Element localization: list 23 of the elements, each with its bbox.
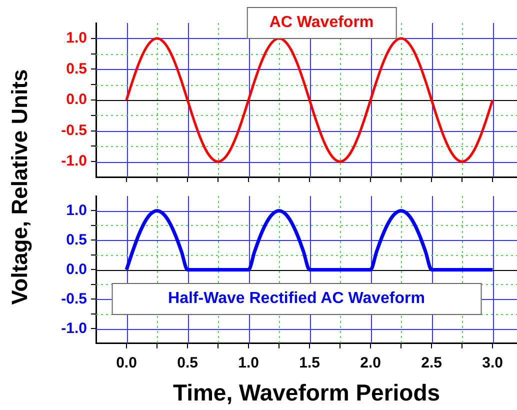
x-tick-label: 1.0 bbox=[238, 354, 259, 372]
y-tick-label: 1.0 bbox=[66, 30, 87, 47]
x-tick-label: 3.0 bbox=[482, 354, 504, 372]
y-tick-label: -1.0 bbox=[61, 320, 87, 337]
y-tick-label: 0.0 bbox=[66, 91, 87, 108]
y-tick-label: -1.0 bbox=[61, 152, 87, 170]
x-tick-label: 2.5 bbox=[421, 354, 442, 372]
title-box: Half-Wave Rectified AC Waveform bbox=[111, 283, 482, 316]
line-series bbox=[124, 208, 494, 272]
x-tick-label: 0.5 bbox=[177, 354, 198, 372]
y-tick-label: 0.5 bbox=[66, 60, 87, 78]
y-tick-label: -0.5 bbox=[61, 122, 87, 139]
y-tick-label: 0.5 bbox=[66, 231, 87, 248]
x-axis-title: Time, Waveform Periods bbox=[172, 380, 440, 406]
y-tick-label: 0.0 bbox=[66, 260, 87, 278]
x-tick-label: 2.0 bbox=[360, 354, 381, 372]
title-box: AC Waveform bbox=[246, 7, 397, 39]
y-tick-label: 1.0 bbox=[66, 202, 87, 219]
y-tick-label: -0.5 bbox=[61, 290, 87, 308]
line-series bbox=[125, 37, 494, 163]
x-tick-label: 1.5 bbox=[299, 354, 320, 372]
y-axis-title: Voltage, Relative Units bbox=[7, 69, 33, 305]
x-tick-label: 0.0 bbox=[116, 354, 137, 372]
